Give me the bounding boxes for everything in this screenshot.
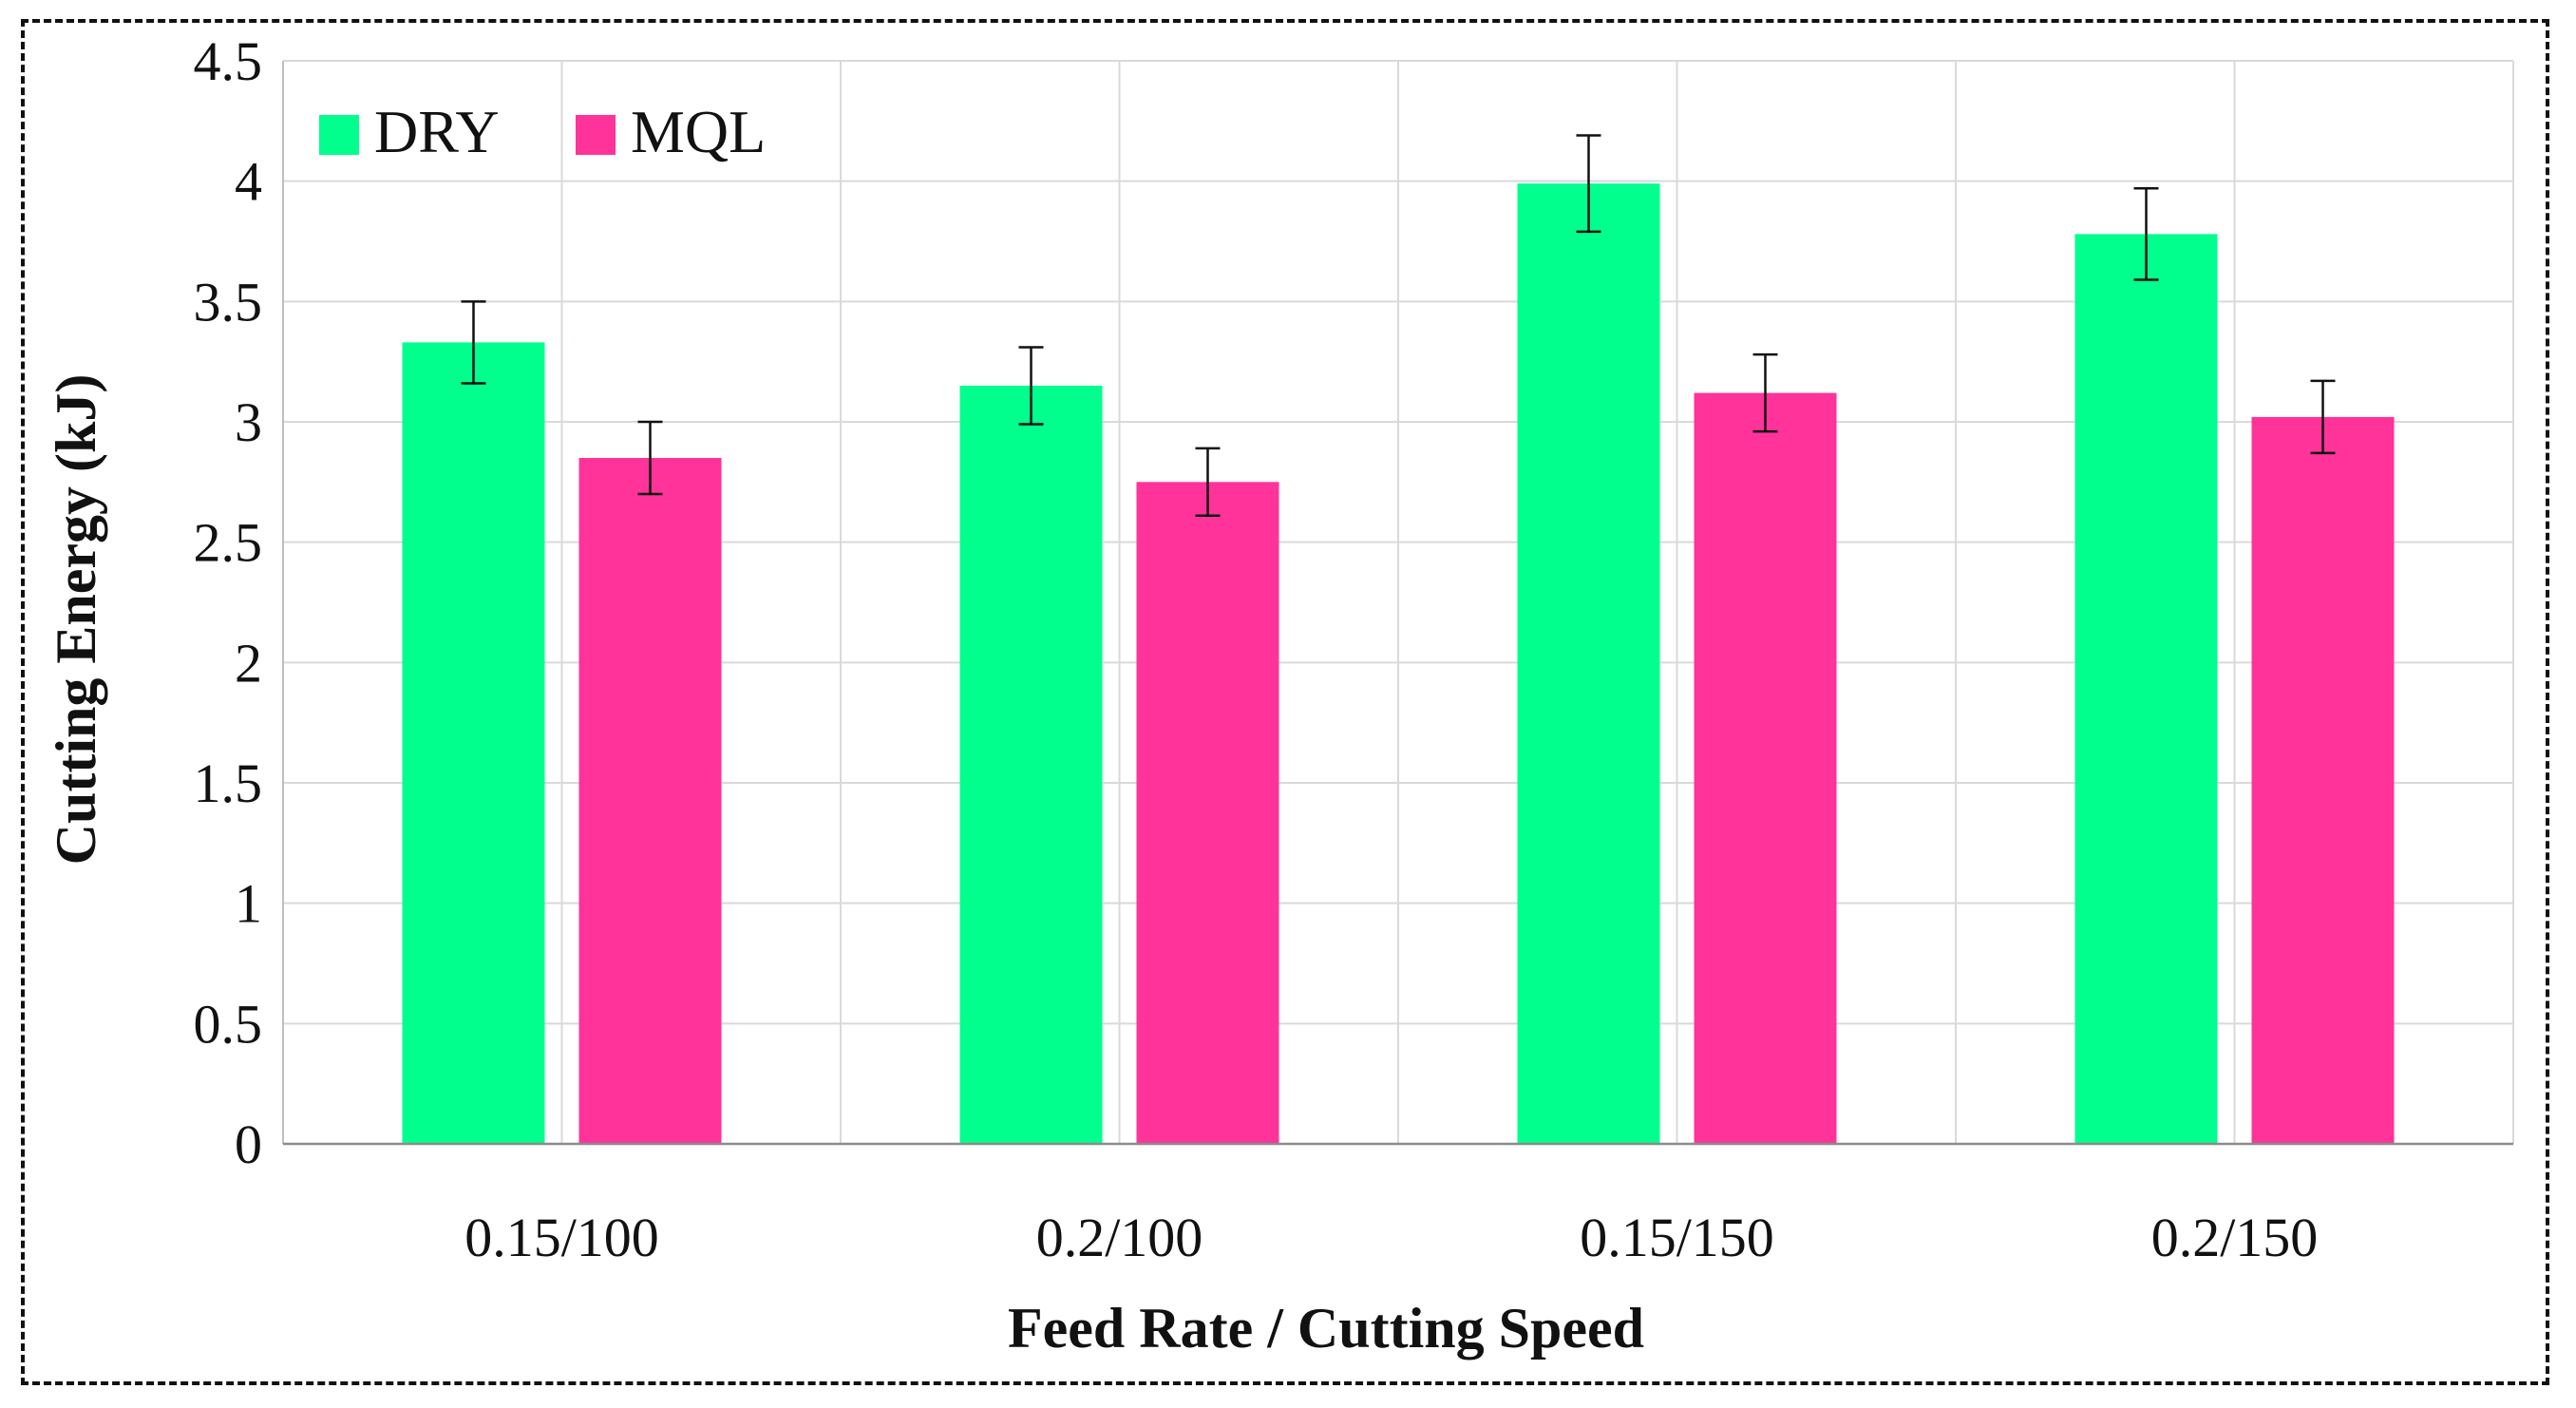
bar-mql-4 <box>2251 416 2395 1144</box>
y-tick-label: 2 <box>235 632 262 694</box>
bar-mql-3 <box>1694 392 1837 1145</box>
bar-mql-2 <box>1136 482 1279 1144</box>
legend-label-mql: MQL <box>631 98 766 165</box>
x-tick-label: 0.2/150 <box>2151 1207 2319 1268</box>
legend-swatch-dry <box>319 115 359 155</box>
legend-swatch-mql <box>576 115 616 155</box>
y-tick-label: 3 <box>235 391 262 453</box>
x-tick-label: 0.2/100 <box>1036 1207 1203 1268</box>
tick-labels: 0 0.5 1 1.5 2 2.5 3 3.5 4 4.5 0.15/100 0.2/100 0.15/… <box>194 30 2319 1268</box>
axes <box>282 61 2513 1146</box>
bar-dry-2 <box>959 386 1103 1144</box>
y-tick-label: 0.5 <box>194 993 263 1055</box>
legend: DRY MQL <box>319 98 766 165</box>
bar-dry-4 <box>2074 234 2218 1144</box>
y-tick-label: 1.5 <box>194 752 263 814</box>
bar-dry-1 <box>402 342 545 1144</box>
x-tick-label: 0.15/150 <box>1580 1207 1774 1268</box>
legend-label-dry: DRY <box>374 98 500 165</box>
y-tick-label: 2.5 <box>194 512 263 574</box>
y-tick-label: 0 <box>235 1113 262 1175</box>
y-tick-label: 3.5 <box>194 271 263 333</box>
y-tick-label: 1 <box>235 873 262 935</box>
error-bars <box>461 134 2336 518</box>
bar-dry-3 <box>1517 183 1660 1144</box>
bars <box>402 183 2395 1145</box>
y-tick-label: 4 <box>235 151 262 213</box>
y-tick-label: 4.5 <box>194 30 263 92</box>
chart-frame <box>21 19 2549 1385</box>
bar-mql-1 <box>578 458 722 1144</box>
y-axis-title: Cutting Energy (kJ) <box>45 374 107 866</box>
x-axis-title: Feed Rate / Cutting Speed <box>1008 1297 1644 1360</box>
x-tick-label: 0.15/100 <box>464 1207 659 1268</box>
